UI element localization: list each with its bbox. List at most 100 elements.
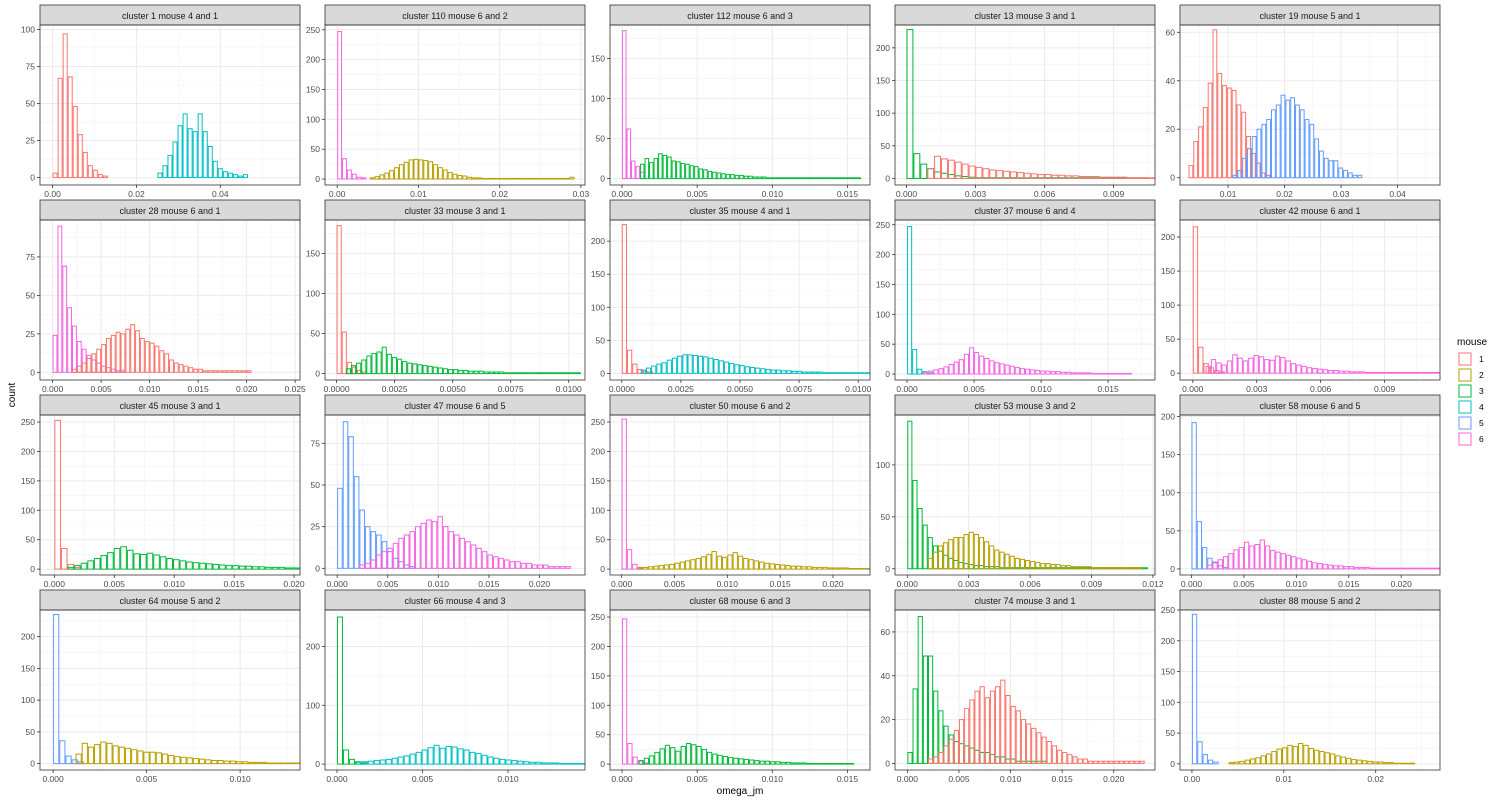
histogram-bar	[1202, 547, 1208, 570]
x-tick-label: 0.0050	[440, 384, 466, 394]
histogram-bar	[1030, 560, 1036, 570]
x-tick-label: 0.005	[377, 579, 399, 589]
histogram-bar	[421, 749, 428, 765]
histogram-bar	[504, 559, 510, 569]
histogram-bar	[420, 522, 427, 569]
histogram-bar	[1075, 372, 1082, 375]
histogram-bar	[1287, 744, 1293, 765]
histogram-bar	[575, 372, 581, 375]
y-tick-label: 100	[306, 700, 320, 710]
histogram-bar	[1207, 564, 1213, 570]
y-tick-label: 150	[591, 54, 605, 64]
y-tick-label: 250	[1161, 605, 1175, 615]
histogram-bar	[462, 175, 468, 180]
histogram-bar	[1101, 372, 1107, 375]
histogram-bar	[697, 355, 704, 374]
histogram-bar	[1112, 567, 1118, 570]
histogram-bar	[481, 754, 488, 765]
histogram-bar	[1191, 613, 1198, 765]
x-tick-label: 0.0000	[324, 384, 350, 394]
panel-border	[324, 414, 586, 576]
panel-border	[894, 414, 1156, 576]
histogram-bar	[472, 177, 477, 180]
x-tick-label: 0.005	[136, 774, 158, 784]
facet-panel: cluster 19 mouse 5 and 1 0 20 40 60 0.01 0.02 0…	[1166, 4, 1441, 199]
histogram-bar	[559, 566, 566, 569]
histogram-bar	[67, 76, 73, 179]
histogram-bar	[543, 564, 549, 569]
histogram-bar	[511, 760, 518, 765]
histogram-bar	[718, 360, 724, 374]
histogram-bar	[1041, 736, 1047, 764]
y-tick-label: 50	[596, 335, 606, 345]
histogram-bar	[1031, 727, 1037, 764]
x-tick-label: 0.000	[611, 774, 633, 784]
histogram-bars	[336, 616, 585, 765]
histogram-bar	[1309, 123, 1315, 179]
histogram-bar	[1040, 563, 1046, 570]
histogram-bar	[790, 565, 797, 570]
histogram-bars	[907, 420, 1148, 570]
histogram-bar	[554, 177, 560, 180]
histogram-bar	[448, 531, 454, 569]
x-tick-label: 0.010	[1000, 774, 1022, 784]
x-tick-label: 0.0050	[727, 384, 753, 394]
histogram-bar	[1299, 109, 1305, 179]
x-tick-label: 0.000	[611, 579, 633, 589]
histogram-bar	[1343, 169, 1348, 179]
histogram-bar	[1418, 372, 1425, 374]
histogram-bar	[398, 537, 404, 569]
histogram-bar	[545, 177, 551, 180]
legend-label: 4	[1479, 402, 1484, 412]
x-tick-label: 0.0100	[556, 384, 582, 394]
histogram-bar	[824, 177, 830, 180]
histogram-bar	[118, 746, 125, 765]
histogram-bar	[907, 751, 913, 764]
histogram-bar	[622, 618, 628, 765]
histogram-bar	[1274, 355, 1281, 374]
x-tick-label: 0.015	[1338, 579, 1360, 589]
x-tick-label: 0.010	[1030, 384, 1052, 394]
histogram-bar	[671, 160, 677, 180]
histogram-bar	[106, 742, 113, 765]
histogram-bar	[1060, 371, 1066, 375]
histogram-bar	[1139, 760, 1145, 764]
histogram-bar	[677, 355, 683, 374]
panel-border	[609, 414, 871, 576]
histogram-bar	[748, 559, 754, 570]
y-tick-label: 0	[315, 759, 320, 769]
histogram-bar	[1359, 566, 1365, 570]
facet-title: cluster 74 mouse 3 and 1	[974, 596, 1075, 606]
histogram-bar	[569, 176, 575, 180]
histogram-bar	[67, 566, 75, 570]
x-tick-label: 0.003	[1246, 384, 1268, 394]
histogram-bar	[520, 177, 526, 180]
histogram-bar	[442, 169, 448, 180]
histogram-bar	[491, 177, 497, 180]
facet-panel: cluster 50 mouse 6 and 2 0 50 100 150 200 250 0…	[591, 394, 871, 589]
histogram-bar	[110, 334, 116, 373]
histogram-bar	[654, 751, 660, 765]
histogram-bar	[351, 173, 357, 180]
histogram-bar	[1045, 370, 1051, 375]
histogram-bar	[86, 357, 92, 373]
histogram-bar	[796, 762, 802, 765]
histogram-bar	[205, 563, 213, 570]
histogram-bar	[958, 359, 964, 375]
histogram-bar	[57, 77, 63, 179]
histogram-bar	[1106, 176, 1114, 179]
histogram-bar	[1416, 567, 1423, 570]
histogram-bar	[979, 355, 985, 375]
histogram-bar	[135, 330, 140, 373]
histogram-bar	[748, 175, 753, 180]
histogram-bar	[1193, 140, 1199, 179]
y-tick-label: 250	[591, 417, 605, 427]
histogram-bar	[77, 134, 83, 179]
histogram-bar	[1271, 751, 1277, 765]
histogram-bar	[842, 177, 848, 180]
histogram-bar	[346, 169, 352, 180]
y-tick-label: 50	[881, 339, 891, 349]
facet-panel: cluster 58 mouse 6 and 5 0 50 100 150 200 0.00…	[1161, 394, 1441, 589]
histogram-bar	[515, 561, 521, 569]
x-tick-label: 0.005	[687, 189, 709, 199]
